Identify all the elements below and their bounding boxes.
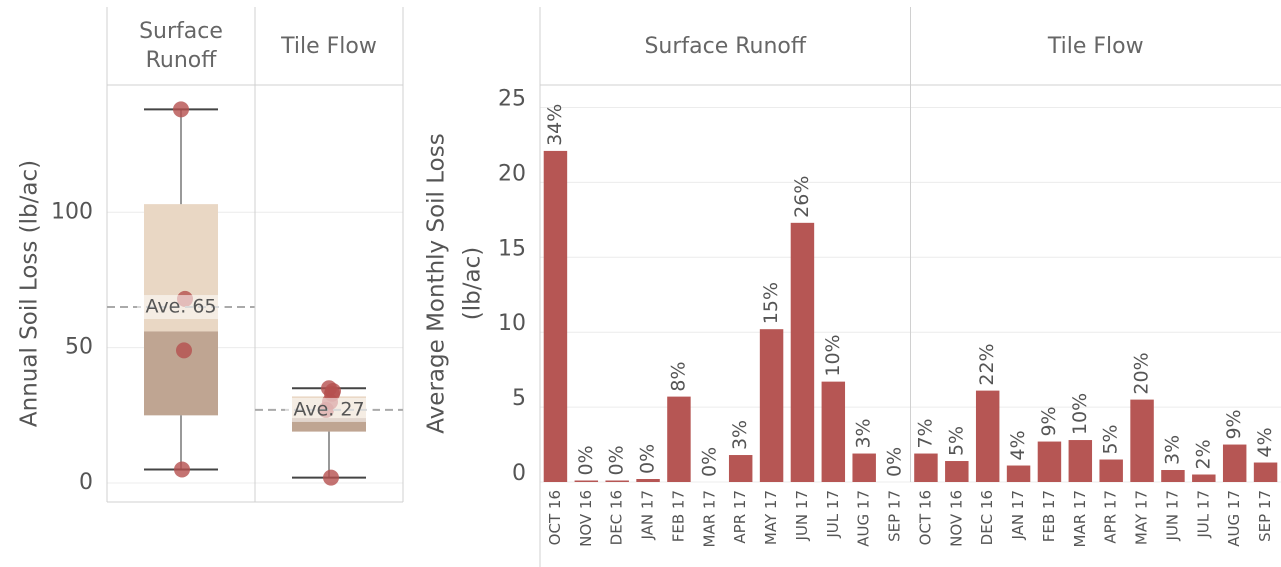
bar <box>1006 465 1031 482</box>
mean-label: Ave. 27 <box>293 398 364 420</box>
value-label: 0% <box>698 447 720 477</box>
y-tick-label: 0 <box>79 470 93 495</box>
x-tick-label: MAY 17 <box>762 490 780 545</box>
x-tick-label: JAN 17 <box>1009 490 1027 541</box>
bar <box>790 222 815 482</box>
bar <box>1222 444 1247 482</box>
x-tick-label: NOV 16 <box>947 490 965 547</box>
bar <box>975 390 1000 482</box>
x-tick-label: OCT 16 <box>916 490 934 545</box>
x-tick-label: AUG 17 <box>1225 490 1243 547</box>
x-tick-label: DEC 16 <box>978 490 996 545</box>
x-tick-label: SEP 17 <box>1256 490 1274 542</box>
x-tick-label: AUG 17 <box>855 490 873 547</box>
y-tick-label: 25 <box>498 86 526 111</box>
facet-header: Surface Runoff <box>644 33 807 59</box>
bar <box>945 461 969 482</box>
point <box>174 461 190 478</box>
value-label: 0% <box>606 445 628 475</box>
mean-label-bg <box>285 397 373 422</box>
value-label: 3% <box>1161 435 1183 465</box>
bar <box>852 453 876 482</box>
y-axis-title: Average Monthly Soil Loss <box>424 133 450 433</box>
bar <box>914 453 938 482</box>
value-label: 10% <box>822 334 844 376</box>
x-tick-label: MAY 17 <box>1133 490 1151 545</box>
bar <box>1068 440 1093 482</box>
bar <box>667 396 691 482</box>
y-tick-label: 50 <box>65 335 93 360</box>
bar <box>574 480 599 482</box>
bar <box>1130 399 1154 482</box>
value-label: 15% <box>760 282 782 324</box>
value-label: 0% <box>575 445 597 475</box>
bar <box>1253 462 1278 482</box>
bar <box>636 479 660 482</box>
value-label: 22% <box>976 343 998 385</box>
bar <box>605 480 629 482</box>
bar <box>1099 459 1123 482</box>
y-tick-label: 10 <box>498 311 526 336</box>
facet-header: Surface Runoff <box>139 19 223 73</box>
facet-header: Tile Flow <box>281 33 377 59</box>
facet-header: Tile Flow <box>1047 33 1144 59</box>
x-tick-label: MAR 17 <box>700 490 718 547</box>
value-label: 26% <box>791 176 813 218</box>
bar <box>1037 441 1062 482</box>
x-tick-label: FEB 17 <box>1040 490 1058 542</box>
y-tick-label: 0 <box>512 461 526 486</box>
value-label: 5% <box>945 426 967 456</box>
y-tick-label: 5 <box>512 386 526 411</box>
x-tick-label: FEB 17 <box>669 490 687 542</box>
value-label: 0% <box>637 444 659 474</box>
bar <box>543 150 568 482</box>
y-axis-title: Annual Soil Loss (lb/ac) <box>17 160 43 427</box>
x-tick-label: SEP 17 <box>886 490 904 542</box>
bar <box>1192 474 1216 482</box>
value-label: 9% <box>1223 409 1245 439</box>
value-label: 8% <box>667 361 689 391</box>
value-label: 7% <box>914 418 936 448</box>
bar <box>821 381 846 482</box>
x-tick-label: NOV 16 <box>577 490 595 547</box>
x-tick-label: JAN 17 <box>639 490 657 541</box>
mean-label: Ave. 65 <box>145 296 216 318</box>
value-label: 20% <box>1131 352 1153 394</box>
value-label: 0% <box>884 447 906 477</box>
value-label: 4% <box>1007 430 1029 460</box>
y-axis-title: (lb/ac) <box>460 247 486 320</box>
mean-label-bg <box>137 295 225 320</box>
y-tick-label: 20 <box>498 161 526 186</box>
value-label: 4% <box>1254 427 1276 457</box>
x-tick-label: JUN 17 <box>1163 490 1181 541</box>
point <box>323 469 339 486</box>
value-label: 3% <box>729 420 751 450</box>
y-tick-label: 100 <box>51 199 93 224</box>
value-label: 2% <box>1192 439 1214 469</box>
x-tick-label: APR 17 <box>1102 490 1120 544</box>
value-label: 10% <box>1069 393 1091 435</box>
x-tick-label: APR 17 <box>731 490 749 544</box>
x-tick-label: JUL 17 <box>824 490 842 539</box>
value-label: 5% <box>1100 424 1122 454</box>
value-label: 3% <box>853 418 875 448</box>
bar <box>728 455 753 482</box>
point <box>173 101 189 118</box>
bar <box>1161 470 1185 482</box>
x-tick-label: JUN 17 <box>793 490 811 541</box>
value-label: 9% <box>1038 406 1060 436</box>
y-tick-label: 15 <box>498 236 526 261</box>
x-tick-label: JUL 17 <box>1194 490 1212 539</box>
value-label: 34% <box>544 104 566 146</box>
x-tick-label: DEC 16 <box>608 490 626 545</box>
x-tick-label: MAR 17 <box>1071 490 1089 547</box>
point <box>176 342 192 359</box>
bar <box>759 329 784 482</box>
x-tick-label: OCT 16 <box>546 490 564 545</box>
